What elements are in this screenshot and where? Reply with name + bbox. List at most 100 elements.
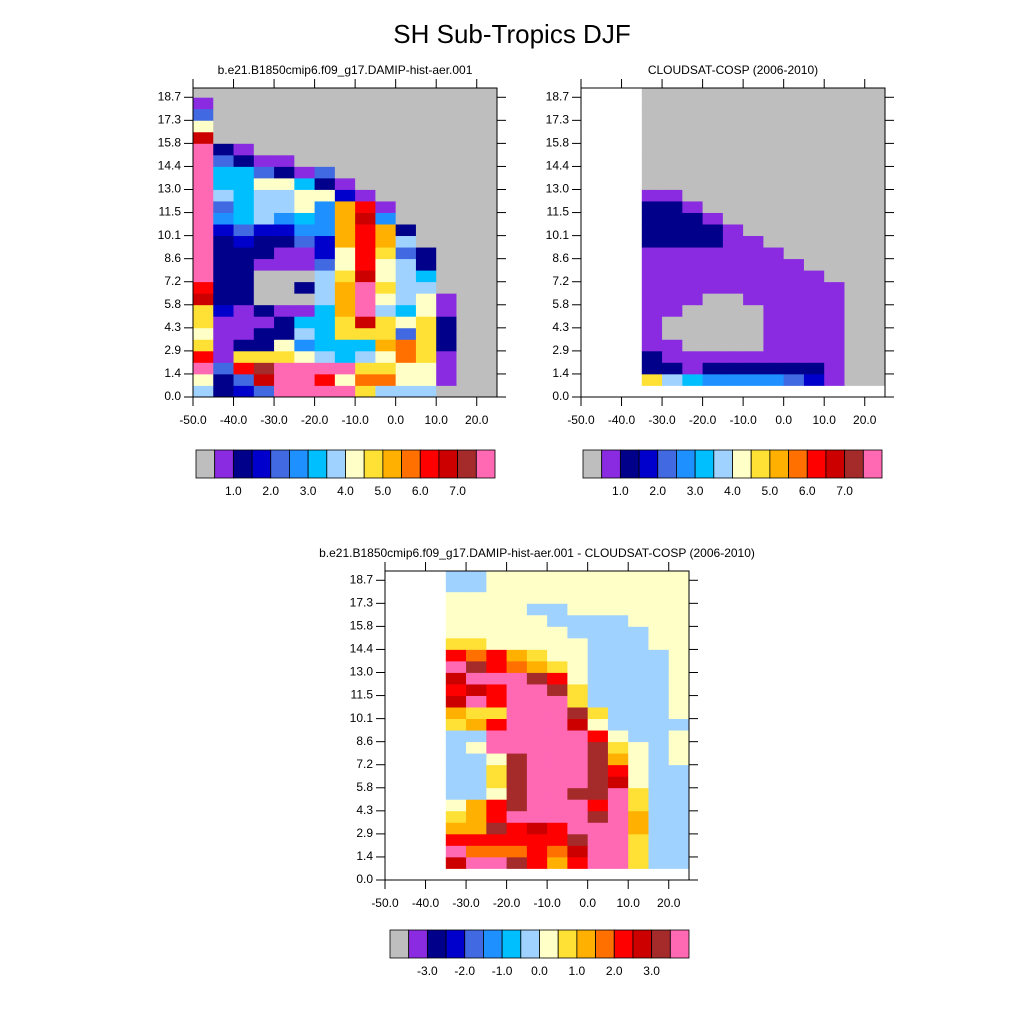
cell	[506, 787, 528, 800]
cell	[193, 235, 214, 248]
colorbar-box	[501, 929, 522, 959]
cell	[415, 131, 437, 144]
cell	[722, 304, 744, 317]
cell	[743, 97, 764, 110]
cell	[314, 201, 336, 213]
cell	[526, 626, 548, 639]
cell	[864, 235, 885, 248]
cell	[722, 189, 744, 202]
cell	[193, 143, 214, 156]
cell	[233, 166, 255, 179]
cell	[844, 108, 866, 121]
cell	[395, 201, 417, 213]
cell	[628, 637, 649, 650]
cell	[456, 293, 478, 306]
cell	[648, 571, 670, 581]
cell	[334, 373, 356, 386]
cell	[436, 212, 457, 225]
cell	[567, 810, 589, 823]
cell	[193, 385, 214, 397]
y-tick-label: 5.8	[356, 780, 373, 794]
cell	[436, 201, 457, 213]
cell	[395, 88, 417, 98]
cell	[607, 718, 629, 731]
cell	[395, 177, 417, 190]
colorbar-label: 2.0	[649, 484, 666, 498]
cell	[682, 97, 703, 110]
cell	[445, 707, 467, 720]
cell	[294, 350, 315, 363]
cell	[395, 108, 417, 121]
colorbar-box	[401, 449, 421, 479]
cell	[824, 120, 845, 133]
cell	[375, 362, 397, 375]
cell	[415, 350, 437, 363]
y-tick-label: 7.2	[164, 274, 181, 288]
cell	[682, 281, 703, 294]
cell	[314, 339, 336, 352]
cell	[476, 143, 497, 156]
cell	[415, 166, 437, 179]
cell	[648, 856, 670, 869]
cell	[355, 304, 376, 317]
cell	[587, 637, 609, 650]
x-tick-label: -50.0	[371, 896, 399, 910]
cell	[607, 684, 629, 696]
y-tick-label: 0.0	[552, 389, 569, 403]
cell	[547, 660, 568, 673]
cell	[436, 108, 457, 121]
cell	[763, 143, 785, 156]
cell	[456, 108, 478, 121]
colorbar-box	[345, 449, 365, 479]
cell	[476, 247, 497, 260]
cell	[803, 143, 825, 156]
y-tick-label: 8.6	[356, 734, 373, 748]
cell	[436, 327, 457, 340]
cell	[334, 235, 356, 248]
cell	[668, 718, 689, 731]
x-tick-label: -30.0	[648, 413, 676, 427]
y-tick-label: 1.4	[552, 366, 569, 380]
cell	[702, 247, 724, 260]
cell	[456, 177, 478, 190]
cell	[506, 856, 528, 869]
cell	[476, 316, 497, 329]
cell	[233, 189, 255, 202]
cell	[803, 258, 825, 271]
cell	[486, 603, 507, 616]
cell	[466, 718, 487, 731]
cell	[334, 258, 356, 271]
cell	[803, 362, 825, 375]
cell	[668, 799, 689, 812]
cell	[702, 201, 724, 213]
cell	[233, 281, 255, 294]
cell	[668, 707, 689, 720]
cell	[476, 293, 497, 306]
colorbar-label: 4.0	[337, 484, 354, 498]
y-tick-label: 18.7	[546, 89, 570, 103]
cell	[466, 603, 487, 616]
cell	[844, 88, 866, 98]
colorbar-box	[326, 449, 346, 479]
cell	[567, 799, 589, 812]
colorbar-box	[825, 449, 846, 479]
cell	[803, 189, 825, 202]
cell	[213, 166, 234, 179]
cell	[763, 88, 785, 98]
cell	[844, 293, 866, 306]
cell	[864, 108, 885, 121]
cell	[702, 270, 724, 283]
cell	[844, 327, 866, 340]
cell	[722, 235, 744, 248]
colorbar-box	[539, 929, 559, 959]
cell	[213, 270, 234, 283]
cell	[314, 327, 336, 340]
cell	[526, 707, 548, 720]
cell	[506, 695, 528, 708]
cell	[743, 131, 764, 144]
cell	[445, 614, 467, 627]
cell	[662, 339, 683, 352]
cell	[824, 97, 845, 110]
cell	[334, 270, 356, 283]
cell	[702, 224, 724, 237]
